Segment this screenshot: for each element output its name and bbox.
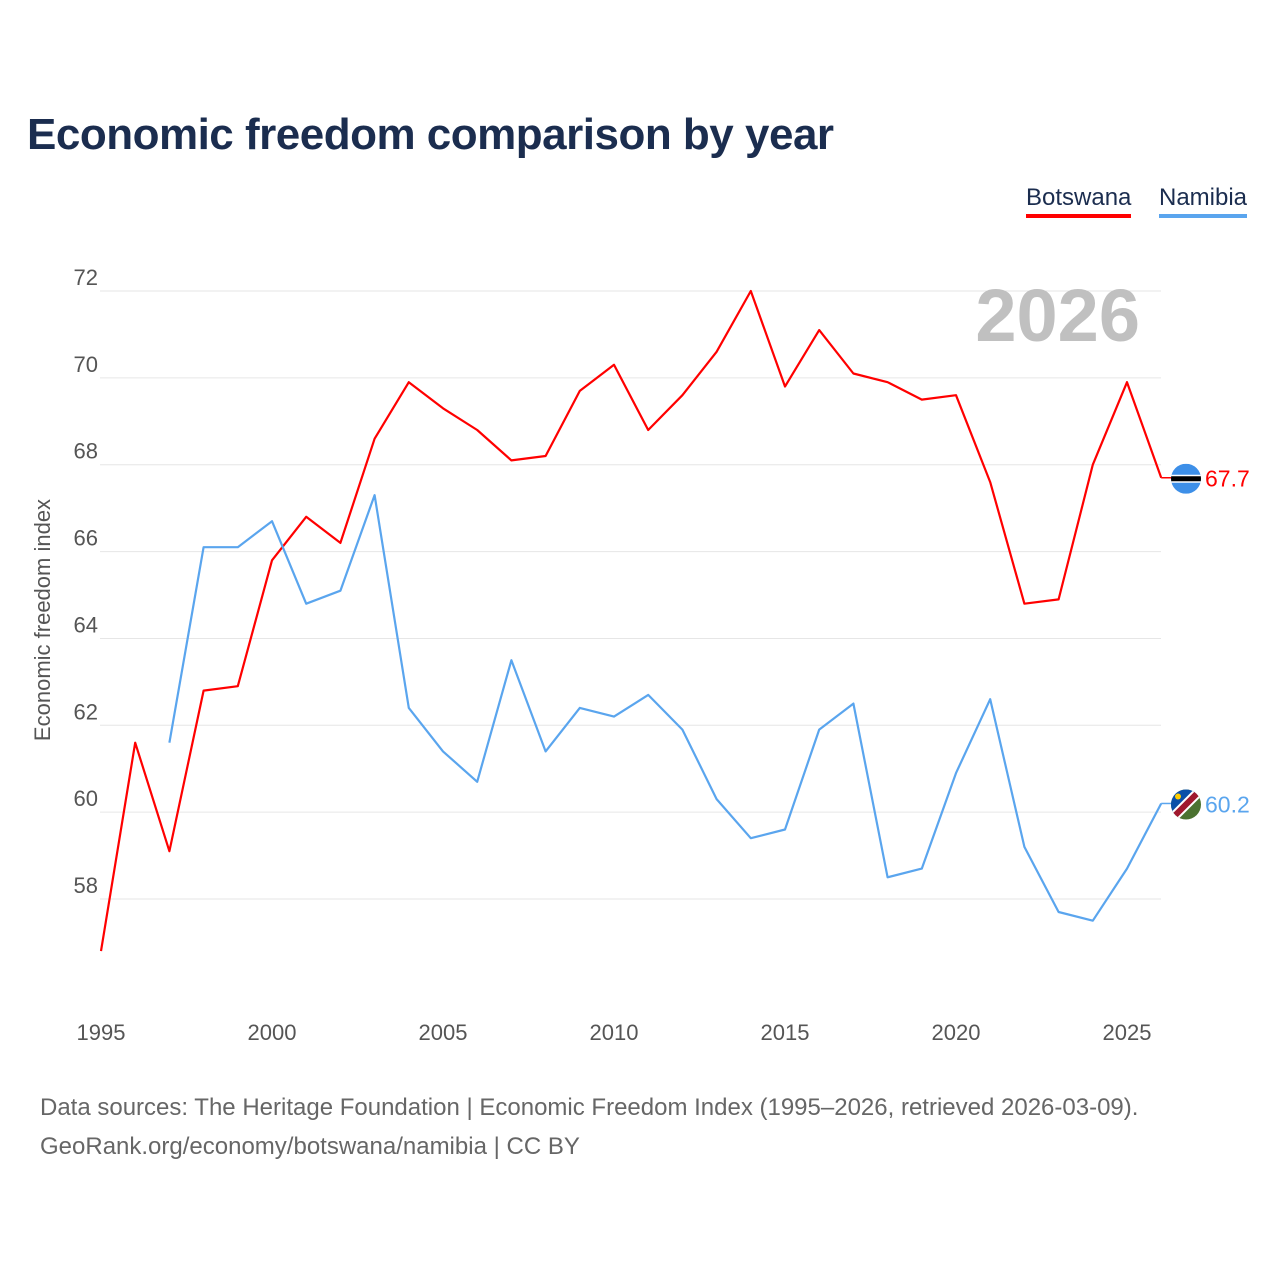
series-line-namibia[interactable] — [168, 494, 1163, 922]
y-tick-label: 60 — [74, 786, 98, 811]
year-watermark: 2026 — [975, 274, 1140, 357]
x-tick-label: 2010 — [590, 1020, 639, 1045]
y-axis-label: Economic freedom index — [30, 499, 55, 741]
y-tick-label: 72 — [74, 265, 98, 290]
legend-namibia[interactable]: Namibia — [1159, 184, 1248, 218]
namibia-flag-icon — [1171, 789, 1201, 820]
y-tick-label: 64 — [74, 612, 98, 637]
end-value-label: 67.7 — [1205, 466, 1250, 492]
x-tick-label: 2015 — [761, 1020, 810, 1045]
y-tick-label: 58 — [74, 873, 98, 898]
x-tick-label: 2005 — [419, 1020, 468, 1045]
chart-title: Economic freedom comparison by year — [27, 110, 834, 159]
source-note: Data sources: The Heritage Foundation | … — [40, 1088, 1138, 1166]
y-tick-label: 62 — [74, 699, 98, 724]
series-line-botswana[interactable] — [99, 289, 1163, 952]
x-tick-label: 2025 — [1103, 1020, 1152, 1045]
source-line-2[interactable]: GeoRank.org/economy/botswana/namibia | C… — [40, 1133, 580, 1160]
x-tick-label: 2020 — [932, 1020, 981, 1045]
y-tick-label: 66 — [74, 526, 98, 551]
botswana-flag-icon — [1171, 463, 1201, 494]
y-tick-label: 70 — [74, 352, 98, 377]
x-tick-label: 1995 — [77, 1020, 126, 1045]
end-value-label: 60.2 — [1205, 791, 1250, 817]
source-line-1: Data sources: The Heritage Foundation | … — [40, 1094, 1139, 1121]
x-tick-label: 2000 — [248, 1020, 297, 1045]
y-tick-label: 68 — [74, 439, 98, 464]
legend-botswana[interactable]: Botswana — [1026, 184, 1132, 218]
